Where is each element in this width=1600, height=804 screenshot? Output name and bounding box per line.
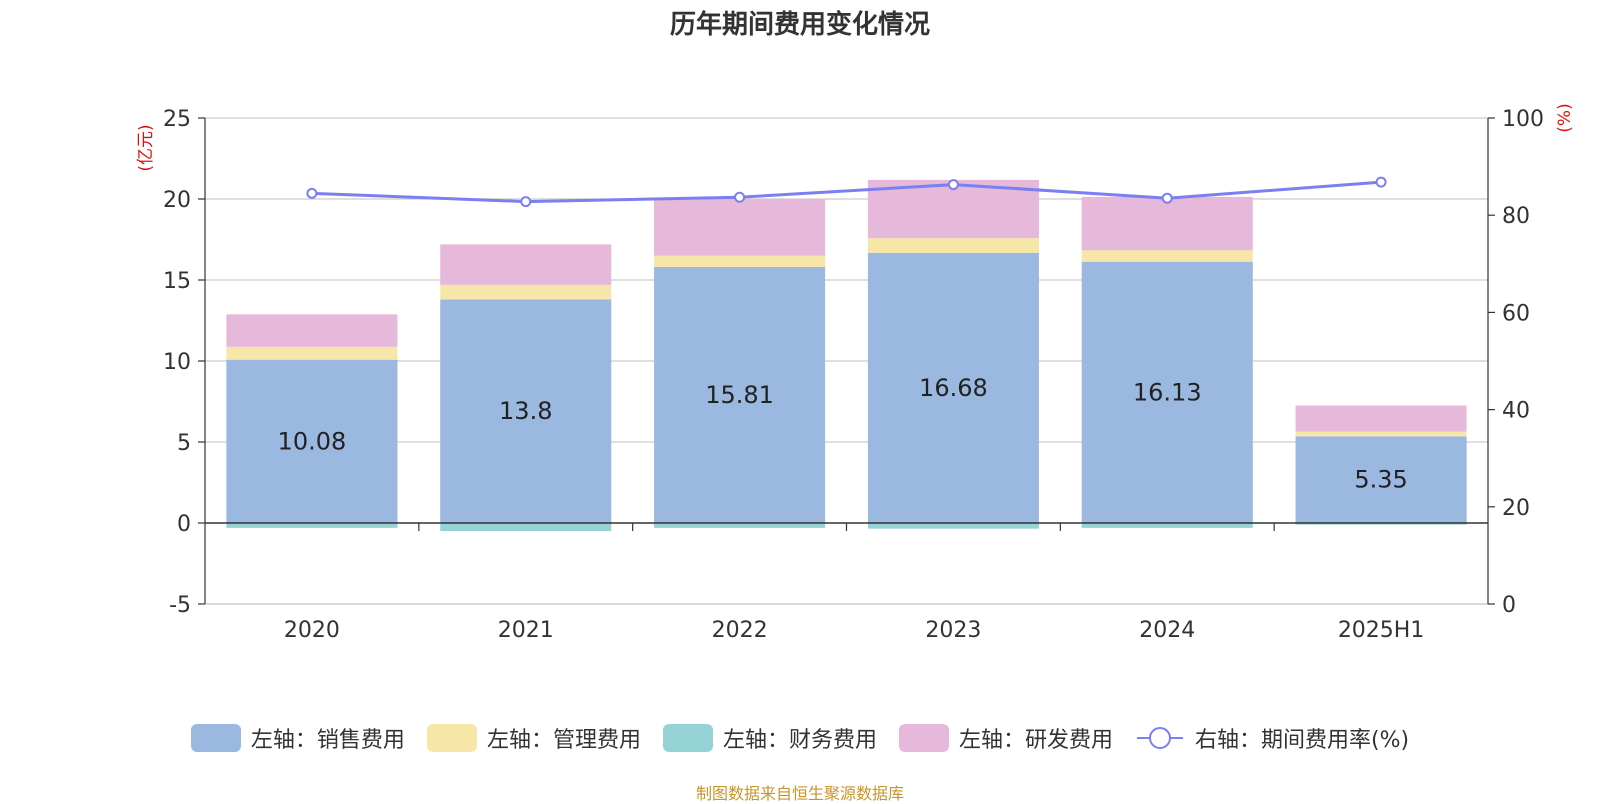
bar-segment — [867, 238, 1039, 253]
legend-swatch — [898, 724, 949, 752]
bar-segment — [226, 346, 398, 360]
labels-layer: 10.08 13.8 15.81 16.68 16.13 5.35 — [278, 374, 1408, 494]
legend-item[interactable]: 左轴：研发费用 — [898, 722, 1113, 754]
rate-point — [520, 196, 532, 208]
legend-label: 左轴：销售费用 — [250, 728, 405, 753]
bar-segment — [226, 359, 398, 523]
bar-data-label: 16.13 — [1133, 378, 1202, 406]
bar-segment — [440, 284, 612, 300]
left-axis-tick-label: 20 — [163, 188, 191, 213]
bar-segment — [1081, 250, 1253, 262]
rate-point — [1161, 192, 1173, 204]
right-axis-unit-label: (%) — [1555, 103, 1575, 132]
left-axis-tick-label: 10 — [163, 350, 191, 375]
legend-label: 左轴：研发费用 — [958, 728, 1113, 753]
legend-swatch — [426, 724, 477, 752]
left-axis-tick-label: 0 — [177, 512, 191, 537]
left-axis-tick-label: 5 — [177, 431, 191, 456]
line-layer — [306, 176, 1387, 208]
x-axis-tick-label: 2023 — [925, 618, 981, 643]
bar-segment — [226, 314, 398, 347]
bar-data-label: 5.35 — [1354, 466, 1407, 494]
left-axis-tick-label: -5 — [169, 593, 191, 618]
legend-item[interactable]: 左轴：管理费用 — [426, 722, 641, 754]
bar-segment — [226, 523, 398, 528]
chart-title: 历年期间费用变化情况 — [669, 10, 930, 40]
axes-layer: -5 0 5 10 15 20 25 0 20 40 60 80 100 (亿元) (%) 2020 2021 2… — [136, 103, 1575, 643]
legend-item[interactable]: 左轴：财务费用 — [662, 722, 877, 754]
right-axis-tick-label: 20 — [1502, 496, 1530, 521]
left-axis-tick-label: 25 — [163, 107, 191, 132]
right-axis-tick-label: 80 — [1502, 204, 1530, 229]
bar-segment — [1081, 196, 1253, 251]
bar-data-label: 16.68 — [919, 374, 988, 402]
bars-layer — [226, 179, 1467, 532]
legend-item[interactable]: 右轴：期间费用率(%) — [1135, 722, 1409, 754]
bar-segment — [1295, 431, 1467, 437]
legend-label: 左轴：管理费用 — [486, 728, 641, 753]
left-axis-tick-label: 15 — [163, 269, 191, 294]
bar-segment — [1295, 405, 1467, 432]
bar-segment — [654, 266, 826, 523]
rate-point — [1375, 176, 1387, 188]
right-axis-tick-label: 0 — [1502, 593, 1516, 618]
legend-swatch — [662, 724, 713, 752]
bar-data-label: 15.81 — [705, 381, 774, 409]
bar-segment — [1295, 436, 1467, 523]
grid-layer — [205, 117, 1488, 605]
data-source-note: 制图数据来自恒生聚源数据库 — [695, 784, 904, 803]
rate-point — [947, 179, 959, 191]
bar-segment — [1081, 261, 1253, 523]
x-axis-tick-label: 2022 — [712, 618, 768, 643]
legend-swatch — [190, 724, 241, 752]
bar-segment — [440, 299, 612, 523]
left-axis-unit-label: (亿元) — [136, 124, 156, 171]
x-axis-tick-label: 2024 — [1139, 618, 1195, 643]
bar-segment — [654, 523, 826, 528]
right-axis-tick-label: 40 — [1502, 399, 1530, 424]
legend-item[interactable]: 左轴：销售费用 — [190, 722, 405, 754]
right-axis-tick-label: 60 — [1502, 301, 1530, 326]
rate-point — [734, 191, 746, 203]
bar-data-label: 10.08 — [278, 427, 347, 455]
legend-label: 右轴：期间费用率(%) — [1194, 728, 1410, 753]
bar-data-label: 13.8 — [499, 397, 552, 425]
bar-segment — [867, 523, 1039, 529]
legend-line-marker — [1136, 727, 1183, 749]
rate-point — [306, 187, 318, 199]
right-axis-tick-label: 100 — [1502, 107, 1544, 132]
rate-line — [311, 180, 1382, 204]
legend: 左轴：销售费用 左轴：管理费用 左轴：财务费用 左轴：研发费用 右轴：期间费用率(%) — [0, 722, 1600, 754]
x-axis-tick-label: 2020 — [284, 618, 340, 643]
x-axis-tick-label: 2021 — [498, 618, 554, 643]
legend-label: 左轴：财务费用 — [722, 728, 877, 753]
bar-segment — [1081, 523, 1253, 528]
bar-segment — [1295, 523, 1467, 525]
x-axis-tick-label: 2025H1 — [1338, 618, 1425, 643]
bar-segment — [440, 244, 612, 285]
bar-segment — [867, 252, 1039, 523]
bar-segment — [654, 255, 826, 267]
bar-segment — [440, 523, 612, 532]
bar-segment — [654, 198, 826, 256]
